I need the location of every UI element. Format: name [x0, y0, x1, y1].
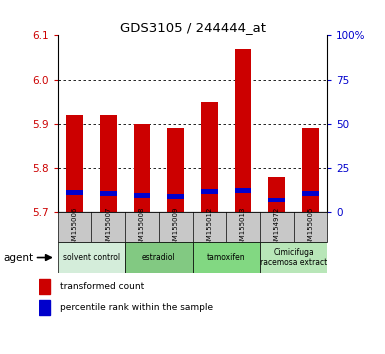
Bar — [302, 192, 319, 196]
Text: GSM154972: GSM154972 — [274, 206, 280, 249]
Bar — [260, 242, 327, 273]
Bar — [268, 177, 285, 212]
Bar — [134, 193, 151, 198]
Text: GSM155013: GSM155013 — [240, 206, 246, 249]
Text: GSM155005: GSM155005 — [307, 206, 313, 249]
Bar — [192, 242, 260, 273]
Text: Cimicifuga
racemosa extract: Cimicifuga racemosa extract — [260, 248, 327, 267]
Bar — [134, 124, 151, 212]
Bar — [38, 300, 50, 315]
Text: GSM155009: GSM155009 — [172, 206, 179, 249]
Text: GSM155007: GSM155007 — [105, 206, 111, 249]
Bar — [167, 129, 184, 212]
Text: agent: agent — [4, 252, 34, 263]
Bar — [125, 242, 192, 273]
Text: estradiol: estradiol — [142, 253, 176, 262]
Bar — [234, 48, 251, 212]
Bar — [302, 129, 319, 212]
Title: GDS3105 / 244444_at: GDS3105 / 244444_at — [119, 21, 266, 34]
Bar — [100, 192, 117, 196]
Text: tamoxifen: tamoxifen — [207, 253, 246, 262]
Text: solvent control: solvent control — [63, 253, 120, 262]
Bar — [234, 188, 251, 193]
Bar — [201, 189, 218, 194]
Text: GSM155012: GSM155012 — [206, 206, 213, 249]
Bar — [268, 198, 285, 202]
Bar — [100, 115, 117, 212]
Bar — [66, 115, 83, 212]
Text: GSM155006: GSM155006 — [72, 206, 78, 249]
Bar — [58, 242, 125, 273]
Text: transformed count: transformed count — [60, 282, 144, 291]
Bar — [201, 102, 218, 212]
Bar — [38, 279, 50, 294]
Text: percentile rank within the sample: percentile rank within the sample — [60, 303, 213, 313]
Text: GSM155008: GSM155008 — [139, 206, 145, 249]
Bar — [167, 194, 184, 199]
Bar — [66, 190, 83, 195]
